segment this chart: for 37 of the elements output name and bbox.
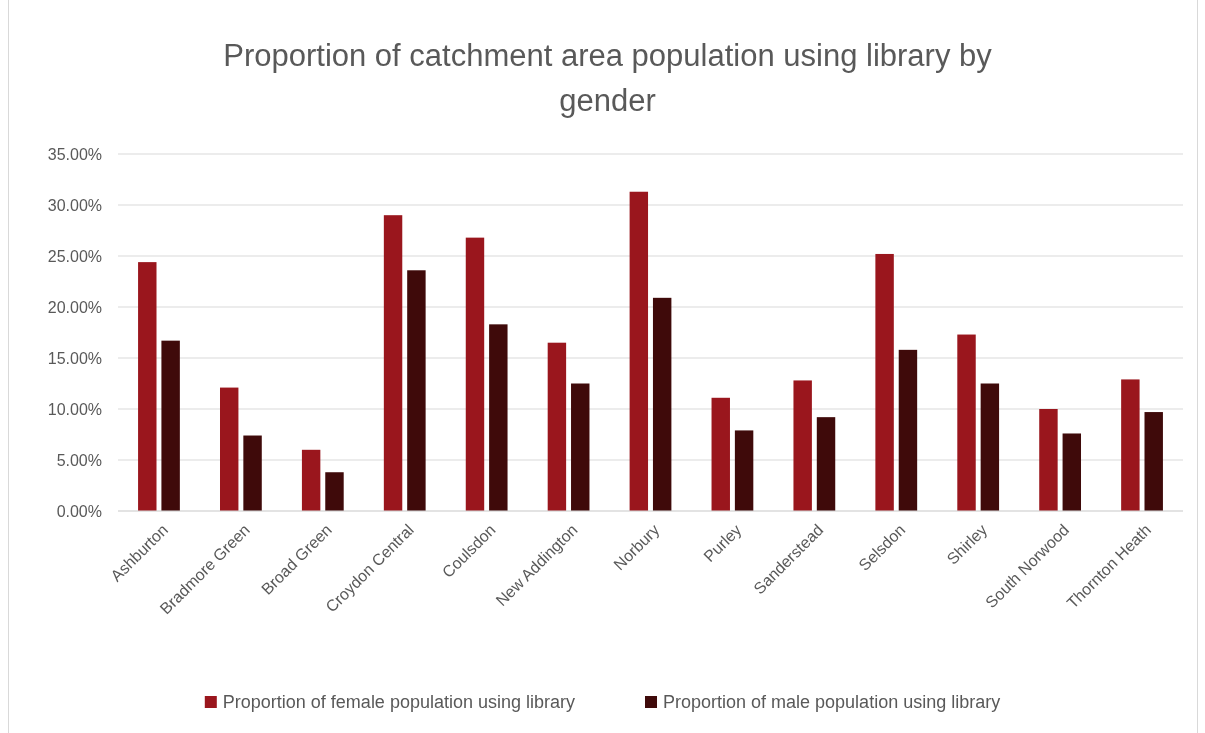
- bar: [301, 449, 321, 511]
- bar: [571, 383, 590, 511]
- y-tick-label: 25.00%: [47, 247, 102, 265]
- bar: [325, 472, 344, 511]
- y-tick-label: 0.00%: [56, 502, 102, 520]
- chart-title: Proportion of catchment area population using library by gender: [223, 38, 993, 118]
- bar: [465, 237, 485, 511]
- bar: [816, 417, 836, 511]
- bar: [547, 342, 567, 511]
- bar: [793, 380, 812, 511]
- bar: [1121, 379, 1140, 511]
- bar: [1144, 412, 1163, 511]
- bar: [138, 262, 157, 511]
- y-tick-label: 35.00%: [47, 145, 102, 163]
- bar: [734, 430, 754, 511]
- y-tick-label: 5.00%: [56, 451, 102, 469]
- bar: [711, 397, 730, 511]
- bar: [1039, 409, 1058, 511]
- bar: [898, 349, 918, 511]
- bar: [489, 324, 508, 511]
- y-tick-label: 30.00%: [47, 196, 102, 214]
- bar: [243, 435, 262, 511]
- bar: [1062, 433, 1081, 511]
- bar: [383, 215, 403, 511]
- bar: [652, 297, 672, 511]
- bar: [957, 334, 976, 511]
- bar: [980, 383, 1000, 511]
- y-tick-label: 20.00%: [47, 298, 102, 316]
- legend-label: Proportion of male population using library: [663, 692, 1001, 713]
- bar: [407, 270, 426, 511]
- bar: [219, 387, 239, 511]
- bar: [629, 191, 649, 511]
- legend-label: Proportion of female population using library: [222, 692, 576, 713]
- y-tick-label: 15.00%: [47, 349, 102, 367]
- y-tick-label: 10.00%: [47, 400, 102, 418]
- bar: [875, 253, 894, 511]
- bar: [161, 340, 180, 511]
